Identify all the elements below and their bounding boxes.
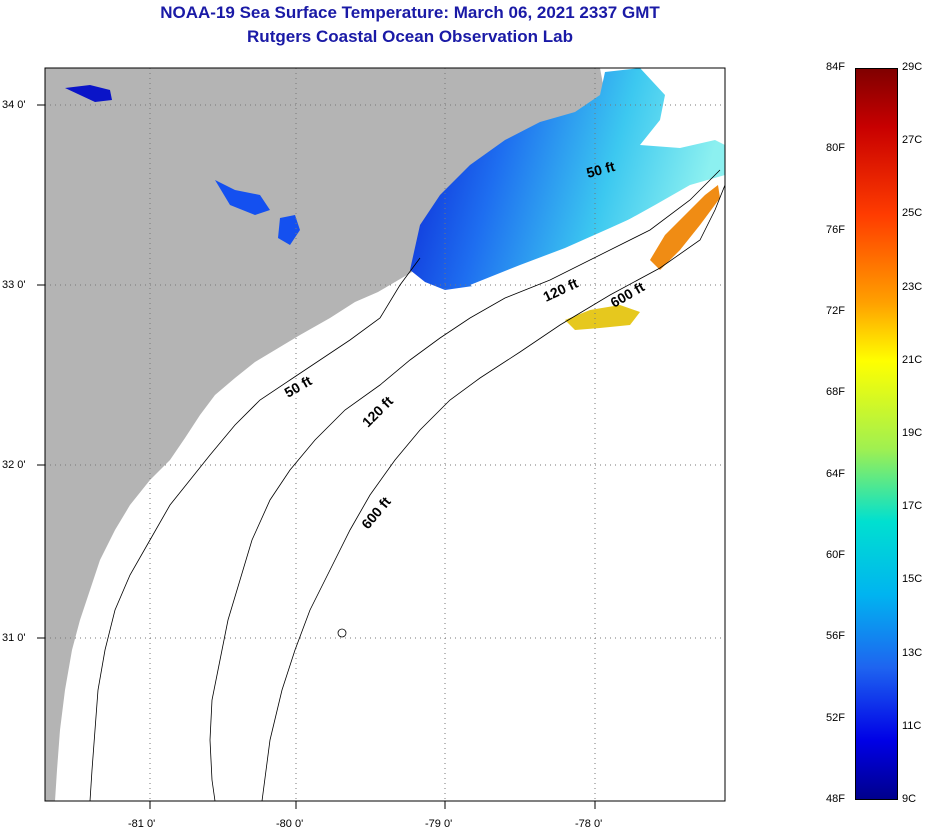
colorbar-c-label: 9C — [902, 793, 917, 805]
lat-label: 34 0' — [2, 99, 26, 111]
contour-label-50ft-north: 50 ft — [585, 158, 617, 181]
map-title: NOAA-19 Sea Surface Temperature: March 0… — [160, 3, 660, 22]
colorbar-c-label: 29C — [902, 61, 923, 73]
colorbar-f-label: 80F — [826, 142, 845, 155]
colorbar-f-label: 56F — [826, 630, 845, 643]
lon-label: -80 0' — [276, 818, 304, 830]
sst-cool-tongue — [470, 208, 670, 296]
colorbar-c-label: 13C — [902, 646, 923, 659]
sst-gulfstream-warm-patch — [565, 305, 640, 330]
colorbar-f-label: 48F — [826, 793, 845, 805]
lon-label: -79 0' — [425, 818, 453, 830]
colorbar-f-label: 72F — [826, 305, 845, 317]
colorbar-f-label: 52F — [826, 711, 845, 724]
colorbar-c-label: 15C — [902, 573, 923, 586]
lon-label: -78 0' — [575, 818, 603, 830]
map-subtitle: Rutgers Coastal Ocean Observation Lab — [247, 27, 573, 46]
colorbar-c-label: 11C — [902, 719, 922, 732]
sst-inland-lake — [278, 215, 300, 245]
land-mass — [45, 68, 605, 801]
contour-600ft — [261, 184, 725, 801]
lat-label: 33 0' — [2, 279, 26, 291]
colorbar-c-label: 27C — [902, 134, 923, 147]
sst-gulfstream-warm — [650, 185, 720, 270]
seamount-contour — [337, 628, 347, 638]
colorbar-c-label: 23C — [902, 280, 923, 293]
lat-label: 32 0' — [2, 459, 26, 471]
colorbar-c-label: 21C — [902, 353, 923, 366]
axis-ticks — [37, 104, 596, 809]
colorbar — [855, 68, 898, 800]
contour-120ft — [209, 169, 721, 801]
colorbar-f-label: 76F — [826, 223, 845, 236]
lat-label: 31 0' — [2, 632, 26, 644]
colorbar-f-label: 84F — [826, 61, 845, 73]
plot-frame — [44, 67, 726, 802]
sst-inland-north — [65, 85, 112, 102]
colorbar-f-label: 60F — [826, 549, 845, 561]
colorbar-c-label: 25C — [902, 207, 923, 220]
contour-50ft — [89, 257, 421, 801]
colorbar-c-label: 17C — [902, 500, 923, 513]
colorbar-f-label: 68F — [826, 386, 845, 399]
lon-label: -81 0' — [128, 818, 156, 830]
colorbar-f-label: 64F — [826, 467, 845, 480]
colorbar-c-label: 19C — [902, 427, 923, 439]
sst-warm-front — [410, 68, 725, 290]
graticule — [45, 68, 725, 801]
sst-inland-patch — [215, 180, 270, 215]
